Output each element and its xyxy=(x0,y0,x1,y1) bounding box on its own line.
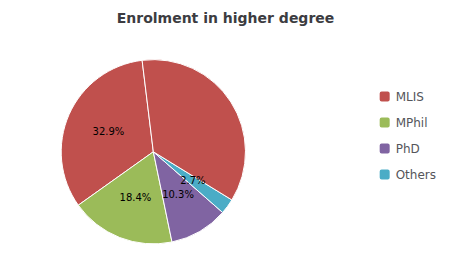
svg-text:10.3%: 10.3% xyxy=(162,189,194,200)
svg-text:2.7%: 2.7% xyxy=(180,175,205,186)
svg-text:MPhil: MPhil xyxy=(396,116,428,130)
svg-text:Others: Others xyxy=(396,168,436,182)
svg-text:Enrolment in higher degree: Enrolment in higher degree xyxy=(117,10,335,26)
svg-text:MLIS: MLIS xyxy=(396,90,424,104)
svg-text:32.9%: 32.9% xyxy=(93,126,125,137)
svg-text:18.4%: 18.4% xyxy=(120,192,152,203)
svg-text:PhD: PhD xyxy=(396,142,420,156)
